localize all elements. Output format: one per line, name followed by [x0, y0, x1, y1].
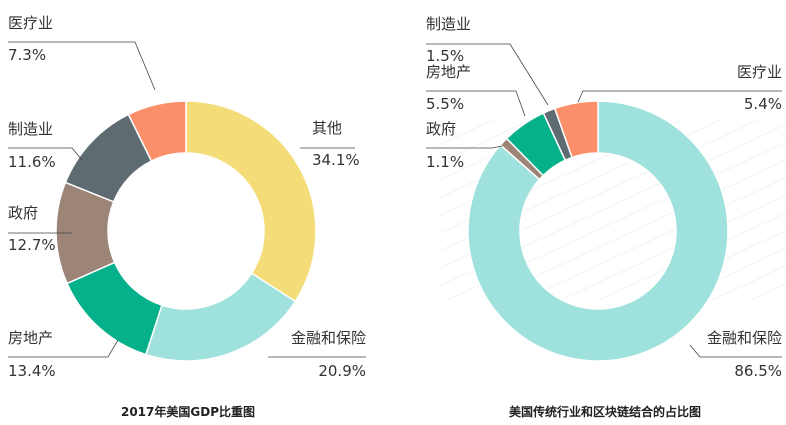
- pie-slice-1-5: [127, 100, 187, 163]
- leader-line-2-0: [689, 344, 782, 358]
- chart-title-blockchain: 美国传统行业和区块链结合的占比图: [509, 404, 701, 419]
- slice-value-1-4: 11.6%: [8, 153, 56, 171]
- slice-label-1-2: 房地产: [8, 329, 53, 347]
- slice-value-1-5: 7.3%: [8, 46, 46, 64]
- slice-label-1-5: 医疗业: [8, 14, 53, 32]
- gdp-share-donut-chart: 其他 34.1% 金融和保险 20.9% 房地产 13.4% 政府 12.7% 制造业 11.6%…: [8, 14, 366, 380]
- leader-line-2-4: [577, 90, 782, 103]
- leader-line-2-1: [426, 145, 503, 149]
- slice-value-1-1: 20.9%: [318, 362, 366, 380]
- pie-slice-2-0: [467, 100, 729, 362]
- leader-line-1-4: [8, 147, 83, 161]
- slice-label-1-0: 其他: [312, 119, 342, 137]
- slice-value-2-4: 5.4%: [744, 95, 782, 113]
- slice-label-2-1: 政府: [426, 120, 456, 138]
- leader-line-2-2: [426, 90, 526, 117]
- slice-label-1-1: 金融和保险: [291, 329, 366, 347]
- slice-label-1-3: 政府: [8, 204, 38, 222]
- leader-line-1-5: [8, 41, 156, 91]
- slice-value-2-2: 5.5%: [426, 95, 464, 113]
- leader-line-2-3: [426, 43, 549, 106]
- pie-slice-1-0: [185, 100, 317, 303]
- slice-value-1-3: 12.7%: [8, 236, 56, 254]
- slice-label-1-4: 制造业: [8, 120, 53, 138]
- slice-label-2-4: 医疗业: [737, 63, 782, 81]
- pie-slice-2-4: [553, 100, 599, 159]
- slice-label-2-3: 制造业: [426, 15, 471, 33]
- blockchain-share-donut-chart: 金融和保险 86.5% 政府 1.1% 房地产 5.5% 制造业 1.5% 医疗业 5.4%: [426, 15, 782, 380]
- slice-value-1-0: 34.1%: [312, 151, 360, 169]
- slice-value-2-3: 1.5%: [426, 47, 464, 65]
- slice-label-2-2: 房地产: [426, 63, 471, 81]
- slice-value-1-2: 13.4%: [8, 362, 56, 380]
- slice-value-2-1: 1.1%: [426, 153, 464, 171]
- chart-title-gdp: 2017年美国GDP比重图: [121, 404, 255, 419]
- leader-line-1-2: [8, 339, 119, 358]
- pie-slice-1-1: [144, 272, 297, 362]
- slice-label-2-0: 金融和保险: [707, 329, 782, 347]
- slice-value-2-0: 86.5%: [734, 362, 782, 380]
